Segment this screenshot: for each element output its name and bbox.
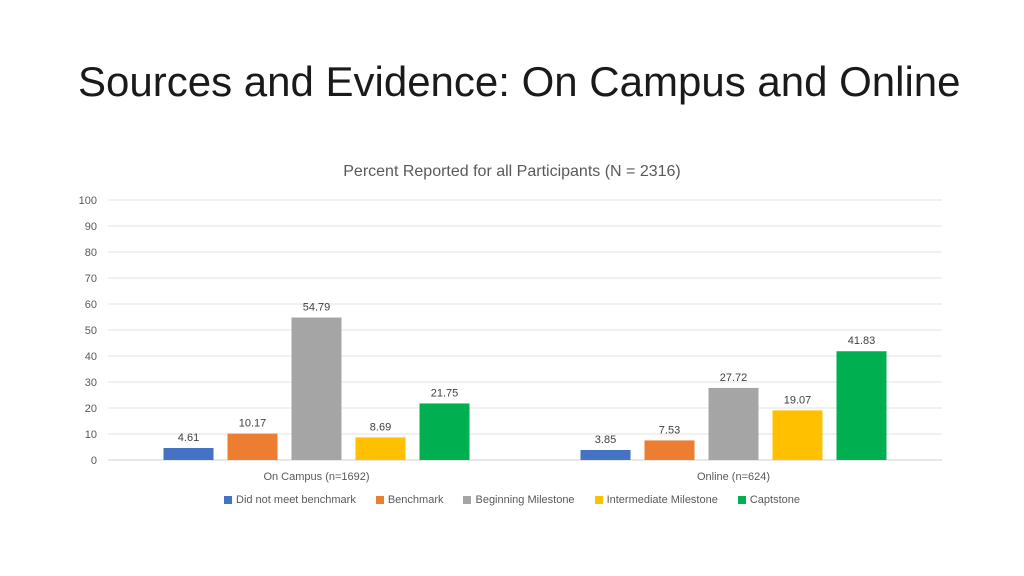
x-category-label: On Campus (n=1692) <box>263 471 369 483</box>
y-tick-label: 40 <box>85 351 97 363</box>
y-tick-label: 70 <box>85 273 97 285</box>
legend-label: Did not meet benchmark <box>236 494 356 506</box>
y-tick-label: 60 <box>85 299 97 311</box>
y-tick-label: 50 <box>85 325 97 337</box>
legend-swatch <box>375 496 384 504</box>
legend-label: Benchmark <box>387 494 444 506</box>
legend-item: Did not meet benchmark <box>224 494 356 506</box>
y-tick-label: 100 <box>79 195 97 207</box>
data-label: 27.72 <box>720 372 748 384</box>
bar <box>772 410 823 460</box>
legend-item: Captstone <box>737 494 800 506</box>
chart-title: Percent Reported for all Participants (N… <box>343 163 681 180</box>
y-tick-label: 0 <box>91 455 97 467</box>
data-label: 54.79 <box>303 302 331 314</box>
slide-title: Sources and Evidence: On Campus and Onli… <box>78 58 961 105</box>
bar <box>227 433 278 460</box>
data-label: 19.07 <box>784 394 812 406</box>
legend-swatch <box>594 496 603 504</box>
data-label: 4.61 <box>178 432 199 444</box>
bar <box>836 351 887 460</box>
legend-item: Beginning Milestone <box>463 494 575 506</box>
legend-swatch <box>224 496 232 504</box>
data-label: 21.75 <box>431 387 459 399</box>
bar <box>355 437 406 460</box>
data-label: 10.17 <box>239 418 267 430</box>
bar <box>419 403 470 460</box>
bar <box>163 448 214 460</box>
y-tick-label: 90 <box>85 221 97 233</box>
legend-label: Intermediate Milestone <box>606 494 718 506</box>
bar <box>291 317 342 460</box>
x-category-label: Online (n=624) <box>697 471 770 483</box>
y-tick-label: 30 <box>85 377 97 389</box>
legend-item: Intermediate Milestone <box>594 494 718 506</box>
legend-label: Captstone <box>749 494 800 506</box>
y-tick-label: 20 <box>85 403 97 415</box>
data-label: 41.83 <box>848 335 876 347</box>
legend-label: Beginning Milestone <box>475 494 575 506</box>
legend-swatch <box>737 496 746 504</box>
data-label: 8.69 <box>370 421 391 433</box>
data-label: 7.53 <box>659 424 680 436</box>
bar <box>708 387 759 460</box>
y-tick-label: 10 <box>85 429 97 441</box>
legend-item: Benchmark <box>375 494 444 506</box>
chart-legend: Did not meet benchmark Benchmark Beginning… <box>0 494 1024 506</box>
y-tick-label: 80 <box>85 247 97 259</box>
bar <box>580 449 631 460</box>
bar <box>644 440 695 460</box>
legend-swatch <box>463 496 472 504</box>
data-label: 3.85 <box>595 434 616 446</box>
